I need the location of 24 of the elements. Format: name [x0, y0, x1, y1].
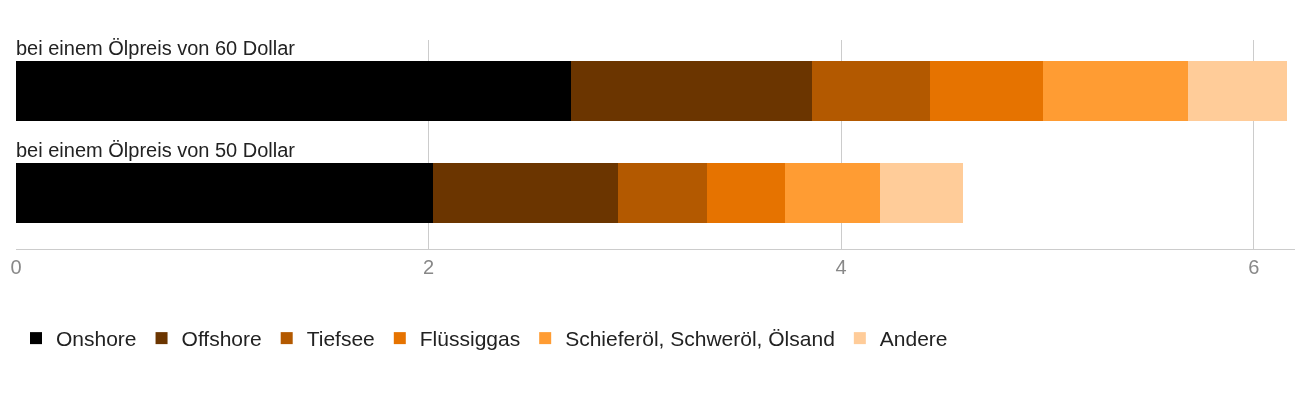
legend-label: Andere [879, 327, 948, 351]
bar [16, 61, 571, 121]
bar [16, 163, 433, 223]
bar [785, 163, 881, 223]
y-tick-label: bei einem Ölpreis von 60 Dollar [16, 37, 296, 59]
bar [929, 61, 1044, 121]
legend-label: Offshore [181, 327, 262, 351]
bar [1043, 61, 1188, 121]
bar [1187, 61, 1287, 121]
legend-label: Onshore [56, 327, 137, 351]
bar [432, 163, 619, 223]
x-tick-label: 0 [10, 256, 22, 278]
bar [570, 61, 813, 121]
x-tick-label: 6 [1248, 256, 1260, 278]
legend-label: Tiefsee [306, 327, 375, 351]
bar [618, 163, 708, 223]
x-tick-label: 4 [835, 256, 847, 278]
x-tick-label: 2 [423, 256, 435, 278]
bar [707, 163, 786, 223]
legend-label: Flüssiggas [419, 327, 521, 351]
bar [880, 163, 963, 223]
legend-label: Schieferöl, Schweröl, Ölsand [565, 327, 835, 351]
y-tick-label: bei einem Ölpreis von 50 Dollar [16, 139, 296, 161]
bar [812, 61, 930, 121]
